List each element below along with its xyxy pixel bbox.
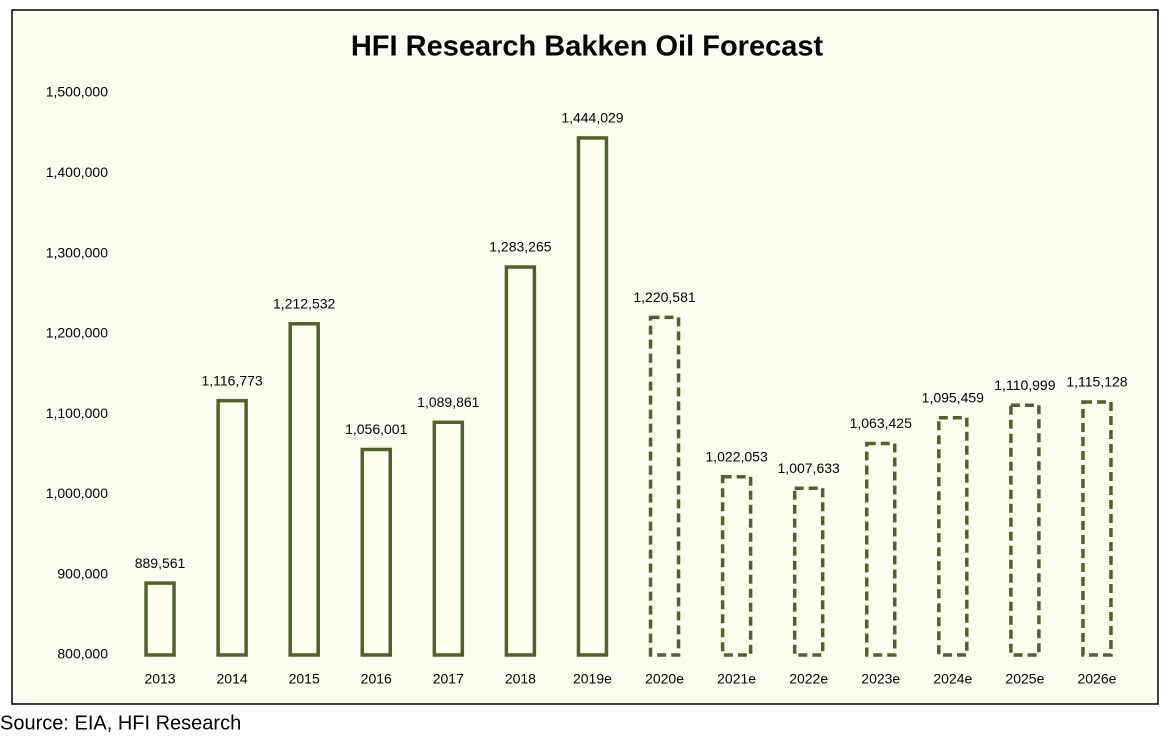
value-label: 1,022,053 [705,448,767,464]
bar [576,136,609,657]
x-tick-label: 2017 [433,671,464,687]
y-tick-label: 1,100,000 [46,405,108,421]
bar [648,315,681,657]
value-label: 1,056,001 [345,421,407,437]
x-tick-label: 2014 [217,671,248,687]
x-tick-label: 2025e [1005,671,1044,687]
bar [144,581,176,657]
x-tick-label: 2022e [789,671,828,687]
y-tick-label: 1,200,000 [46,325,108,341]
value-label: 1,212,532 [273,295,335,311]
x-tick-label: 2024e [933,671,972,687]
value-label: 889,561 [135,555,186,571]
y-tick-label: 1,400,000 [46,164,108,180]
bar [1081,400,1113,657]
value-label: 1,089,861 [417,394,479,410]
bar [216,398,248,657]
bar [720,474,753,657]
y-tick-label: 900,000 [57,565,108,581]
x-tick-label: 2018 [505,671,536,687]
bar [360,447,392,657]
x-tick-label: 2016 [361,671,392,687]
value-label: 1,110,999 [994,377,1055,393]
x-tick-label: 2013 [144,671,175,687]
source-note: Source: EIA, HFI Research [0,712,241,734]
x-tick-label: 2020e [645,671,684,687]
bar [432,420,465,657]
value-label: 1,063,425 [850,415,912,431]
bar [937,416,969,657]
y-tick-label: 1,500,000 [46,84,108,100]
y-tick-label: 1,300,000 [46,244,108,260]
x-tick-label: 2019e [573,671,612,687]
x-tick-label: 2021e [717,671,756,687]
bar [1009,403,1041,657]
y-tick-label: 1,000,000 [46,485,108,501]
y-tick-label: 800,000 [57,646,108,662]
bar [504,265,537,657]
value-label: 1,444,029 [561,110,623,126]
value-label: 1,115,128 [1066,374,1127,390]
value-label: 1,116,773 [201,372,262,388]
value-label: 1,007,633 [778,460,840,476]
x-tick-label: 2023e [861,671,900,687]
x-tick-label: 2026e [1077,671,1116,687]
bar [792,486,825,657]
value-label: 1,220,581 [633,289,695,305]
value-label: 1,283,265 [489,239,551,255]
bar [865,441,897,657]
value-label: 1,095,459 [922,389,984,405]
x-tick-label: 2015 [289,671,320,687]
chart-title: HFI Research Bakken Oil Forecast [351,31,824,63]
bar [288,322,320,657]
